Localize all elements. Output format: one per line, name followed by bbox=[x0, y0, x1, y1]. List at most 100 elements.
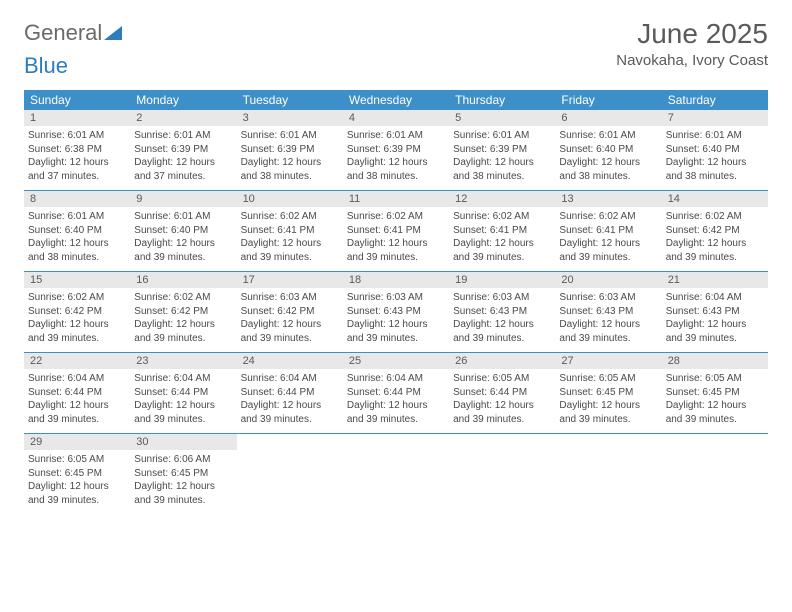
sunrise-line: Sunrise: 6:04 AM bbox=[28, 372, 126, 386]
sunrise-line: Sunrise: 6:01 AM bbox=[666, 129, 764, 143]
day-number: 4 bbox=[343, 110, 449, 126]
day-header-saturday: Saturday bbox=[662, 90, 768, 110]
sunset-line: Sunset: 6:42 PM bbox=[28, 305, 126, 319]
day-cell: 15Sunrise: 6:02 AMSunset: 6:42 PMDayligh… bbox=[24, 272, 130, 352]
day-content: Sunrise: 6:01 AMSunset: 6:40 PMDaylight:… bbox=[555, 126, 661, 189]
day-cell: 28Sunrise: 6:05 AMSunset: 6:45 PMDayligh… bbox=[662, 353, 768, 433]
sunrise-line: Sunrise: 6:01 AM bbox=[134, 129, 232, 143]
day-cell: 13Sunrise: 6:02 AMSunset: 6:41 PMDayligh… bbox=[555, 191, 661, 271]
sunset-line: Sunset: 6:42 PM bbox=[134, 305, 232, 319]
day-cell: 21Sunrise: 6:04 AMSunset: 6:43 PMDayligh… bbox=[662, 272, 768, 352]
daylight-line: Daylight: 12 hours and 39 minutes. bbox=[453, 237, 551, 264]
sunset-line: Sunset: 6:40 PM bbox=[28, 224, 126, 238]
daylight-line: Daylight: 12 hours and 39 minutes. bbox=[559, 318, 657, 345]
day-number: 2 bbox=[130, 110, 236, 126]
daylight-line: Daylight: 12 hours and 38 minutes. bbox=[559, 156, 657, 183]
sunset-line: Sunset: 6:44 PM bbox=[453, 386, 551, 400]
day-content: Sunrise: 6:01 AMSunset: 6:39 PMDaylight:… bbox=[130, 126, 236, 189]
sunset-line: Sunset: 6:40 PM bbox=[134, 224, 232, 238]
sunrise-line: Sunrise: 6:04 AM bbox=[666, 291, 764, 305]
daylight-line: Daylight: 12 hours and 37 minutes. bbox=[134, 156, 232, 183]
daylight-line: Daylight: 12 hours and 38 minutes. bbox=[28, 237, 126, 264]
sunrise-line: Sunrise: 6:02 AM bbox=[347, 210, 445, 224]
week-row: 1Sunrise: 6:01 AMSunset: 6:38 PMDaylight… bbox=[24, 110, 768, 191]
sunrise-line: Sunrise: 6:01 AM bbox=[28, 210, 126, 224]
daylight-line: Daylight: 12 hours and 39 minutes. bbox=[241, 318, 339, 345]
day-cell: 7Sunrise: 6:01 AMSunset: 6:40 PMDaylight… bbox=[662, 110, 768, 190]
sunrise-line: Sunrise: 6:05 AM bbox=[28, 453, 126, 467]
sunset-line: Sunset: 6:41 PM bbox=[347, 224, 445, 238]
sunrise-line: Sunrise: 6:03 AM bbox=[241, 291, 339, 305]
sunrise-line: Sunrise: 6:05 AM bbox=[453, 372, 551, 386]
sunrise-line: Sunrise: 6:06 AM bbox=[134, 453, 232, 467]
day-content: Sunrise: 6:02 AMSunset: 6:41 PMDaylight:… bbox=[343, 207, 449, 270]
month-title: June 2025 bbox=[616, 18, 768, 50]
sunrise-line: Sunrise: 6:03 AM bbox=[347, 291, 445, 305]
daylight-line: Daylight: 12 hours and 39 minutes. bbox=[241, 237, 339, 264]
day-number: 19 bbox=[449, 272, 555, 288]
daylight-line: Daylight: 12 hours and 38 minutes. bbox=[666, 156, 764, 183]
day-cell: 9Sunrise: 6:01 AMSunset: 6:40 PMDaylight… bbox=[130, 191, 236, 271]
sunrise-line: Sunrise: 6:01 AM bbox=[134, 210, 232, 224]
sunrise-line: Sunrise: 6:04 AM bbox=[134, 372, 232, 386]
day-number: 21 bbox=[662, 272, 768, 288]
day-header-tuesday: Tuesday bbox=[237, 90, 343, 110]
day-content: Sunrise: 6:05 AMSunset: 6:45 PMDaylight:… bbox=[662, 369, 768, 432]
sunset-line: Sunset: 6:43 PM bbox=[347, 305, 445, 319]
logo-triangle-icon bbox=[104, 26, 122, 45]
day-number: 16 bbox=[130, 272, 236, 288]
day-number: 23 bbox=[130, 353, 236, 369]
sunset-line: Sunset: 6:44 PM bbox=[28, 386, 126, 400]
sunset-line: Sunset: 6:39 PM bbox=[134, 143, 232, 157]
sunrise-line: Sunrise: 6:04 AM bbox=[347, 372, 445, 386]
day-number: 11 bbox=[343, 191, 449, 207]
day-content: Sunrise: 6:05 AMSunset: 6:45 PMDaylight:… bbox=[24, 450, 130, 513]
day-cell: 25Sunrise: 6:04 AMSunset: 6:44 PMDayligh… bbox=[343, 353, 449, 433]
day-header-monday: Monday bbox=[130, 90, 236, 110]
day-content: Sunrise: 6:01 AMSunset: 6:39 PMDaylight:… bbox=[237, 126, 343, 189]
daylight-line: Daylight: 12 hours and 39 minutes. bbox=[28, 399, 126, 426]
daylight-line: Daylight: 12 hours and 39 minutes. bbox=[666, 318, 764, 345]
day-cell: 3Sunrise: 6:01 AMSunset: 6:39 PMDaylight… bbox=[237, 110, 343, 190]
sunset-line: Sunset: 6:40 PM bbox=[559, 143, 657, 157]
day-cell: 23Sunrise: 6:04 AMSunset: 6:44 PMDayligh… bbox=[130, 353, 236, 433]
daylight-line: Daylight: 12 hours and 39 minutes. bbox=[134, 237, 232, 264]
day-cell: 20Sunrise: 6:03 AMSunset: 6:43 PMDayligh… bbox=[555, 272, 661, 352]
sunset-line: Sunset: 6:38 PM bbox=[28, 143, 126, 157]
sunset-line: Sunset: 6:43 PM bbox=[559, 305, 657, 319]
sunrise-line: Sunrise: 6:02 AM bbox=[241, 210, 339, 224]
week-row: 8Sunrise: 6:01 AMSunset: 6:40 PMDaylight… bbox=[24, 191, 768, 272]
day-content: Sunrise: 6:03 AMSunset: 6:43 PMDaylight:… bbox=[343, 288, 449, 351]
week-row: 15Sunrise: 6:02 AMSunset: 6:42 PMDayligh… bbox=[24, 272, 768, 353]
day-content: Sunrise: 6:03 AMSunset: 6:43 PMDaylight:… bbox=[449, 288, 555, 351]
calendar: SundayMondayTuesdayWednesdayThursdayFrid… bbox=[24, 90, 768, 514]
day-cell: 18Sunrise: 6:03 AMSunset: 6:43 PMDayligh… bbox=[343, 272, 449, 352]
day-number: 18 bbox=[343, 272, 449, 288]
day-cell: 16Sunrise: 6:02 AMSunset: 6:42 PMDayligh… bbox=[130, 272, 236, 352]
sunrise-line: Sunrise: 6:02 AM bbox=[453, 210, 551, 224]
sunset-line: Sunset: 6:44 PM bbox=[347, 386, 445, 400]
day-content: Sunrise: 6:01 AMSunset: 6:40 PMDaylight:… bbox=[130, 207, 236, 270]
day-content: Sunrise: 6:04 AMSunset: 6:44 PMDaylight:… bbox=[24, 369, 130, 432]
day-content: Sunrise: 6:05 AMSunset: 6:44 PMDaylight:… bbox=[449, 369, 555, 432]
day-number: 25 bbox=[343, 353, 449, 369]
day-content: Sunrise: 6:04 AMSunset: 6:44 PMDaylight:… bbox=[343, 369, 449, 432]
day-cell: 26Sunrise: 6:05 AMSunset: 6:44 PMDayligh… bbox=[449, 353, 555, 433]
sunrise-line: Sunrise: 6:03 AM bbox=[559, 291, 657, 305]
day-content: Sunrise: 6:04 AMSunset: 6:44 PMDaylight:… bbox=[237, 369, 343, 432]
day-content: Sunrise: 6:01 AMSunset: 6:40 PMDaylight:… bbox=[662, 126, 768, 189]
day-content: Sunrise: 6:02 AMSunset: 6:41 PMDaylight:… bbox=[555, 207, 661, 270]
sunrise-line: Sunrise: 6:01 AM bbox=[347, 129, 445, 143]
empty-cell bbox=[662, 434, 768, 514]
day-content: Sunrise: 6:02 AMSunset: 6:41 PMDaylight:… bbox=[449, 207, 555, 270]
day-number: 24 bbox=[237, 353, 343, 369]
daylight-line: Daylight: 12 hours and 39 minutes. bbox=[666, 237, 764, 264]
day-content: Sunrise: 6:03 AMSunset: 6:42 PMDaylight:… bbox=[237, 288, 343, 351]
daylight-line: Daylight: 12 hours and 39 minutes. bbox=[134, 399, 232, 426]
day-content: Sunrise: 6:06 AMSunset: 6:45 PMDaylight:… bbox=[130, 450, 236, 513]
day-cell: 5Sunrise: 6:01 AMSunset: 6:39 PMDaylight… bbox=[449, 110, 555, 190]
logo-text-general: General bbox=[24, 20, 102, 45]
daylight-line: Daylight: 12 hours and 39 minutes. bbox=[559, 237, 657, 264]
sunset-line: Sunset: 6:39 PM bbox=[347, 143, 445, 157]
day-content: Sunrise: 6:03 AMSunset: 6:43 PMDaylight:… bbox=[555, 288, 661, 351]
